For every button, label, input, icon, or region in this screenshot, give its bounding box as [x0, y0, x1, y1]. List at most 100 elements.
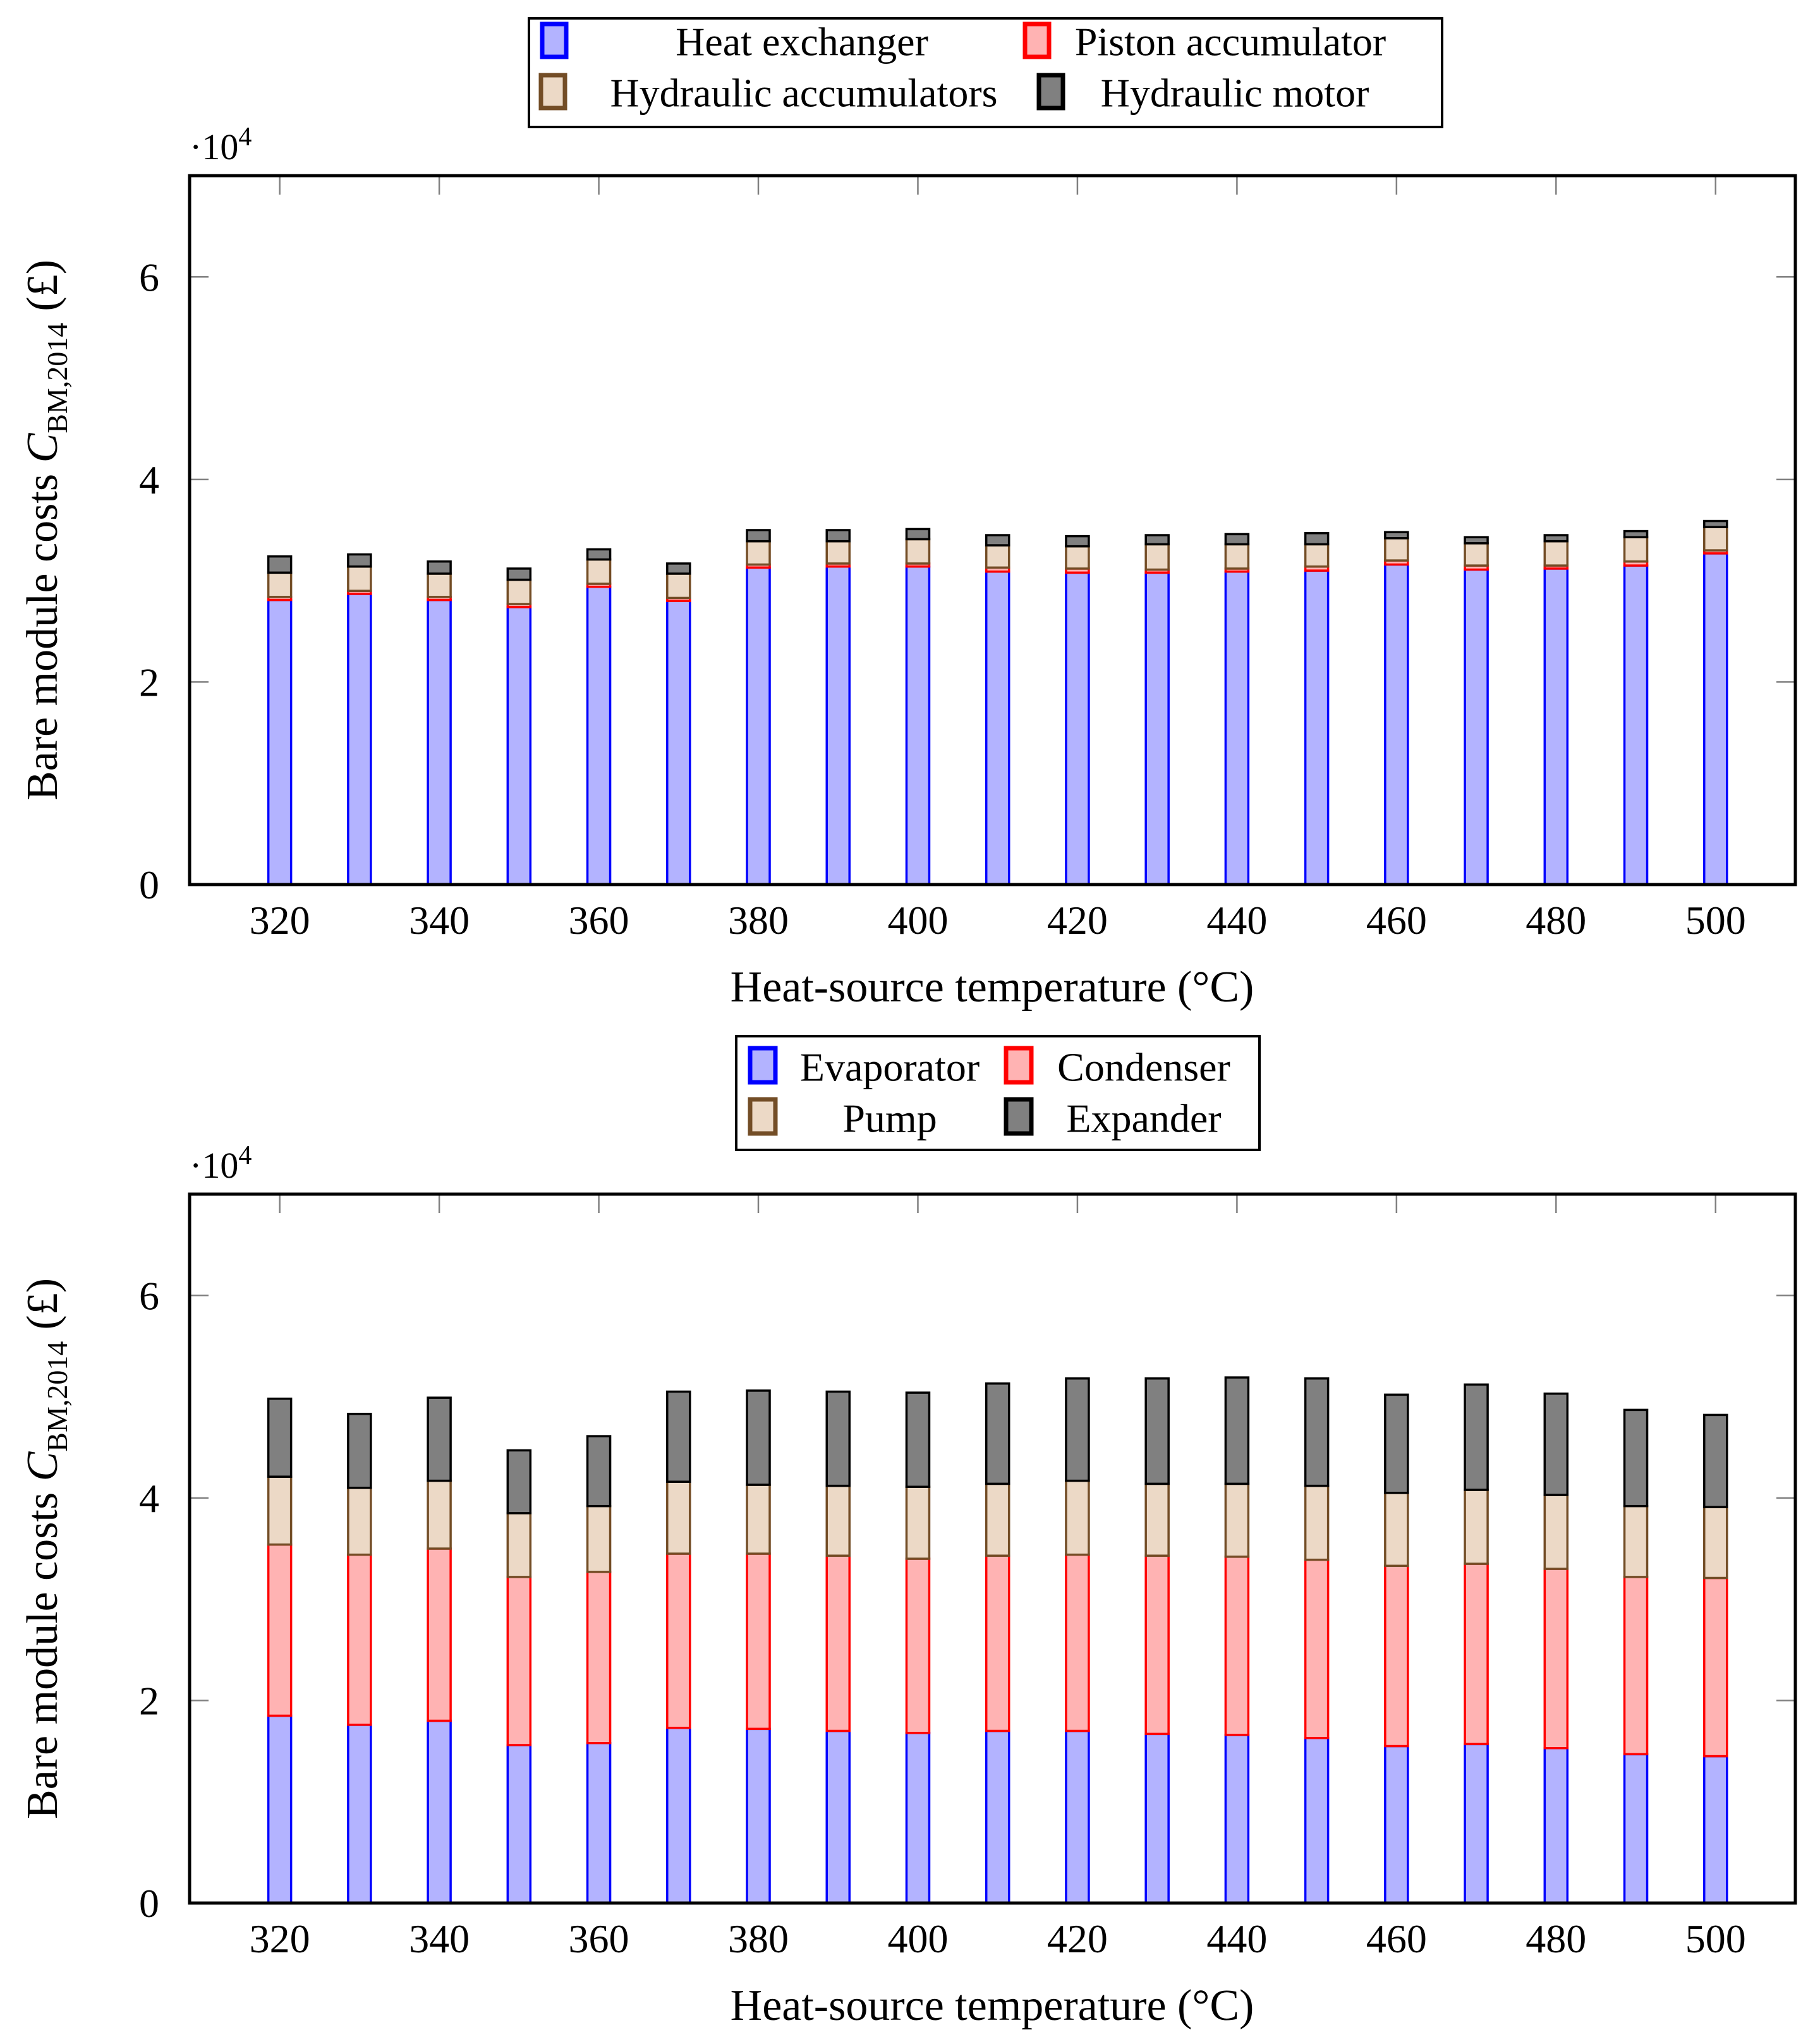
bar-segment-expander	[1384, 1393, 1409, 1494]
bar-segment-heat-exchanger	[905, 565, 931, 886]
bar-segment-pump	[985, 1482, 1010, 1557]
bar-segment-evaporator	[1304, 1736, 1330, 1904]
legend-label-pump: Pump	[842, 1096, 937, 1141]
plot-frame	[188, 1192, 1797, 1905]
y-tick-label: 2	[139, 660, 159, 704]
x-axis-title: Heat-source temperature (°C)	[731, 963, 1254, 1012]
bar-segment-evaporator	[267, 1714, 293, 1904]
y-tick-label: 0	[139, 1881, 159, 1926]
bar-segment-condenser	[506, 1576, 532, 1746]
bar-segment-heat-exchanger	[1304, 569, 1330, 886]
bar-segment-pump	[1065, 1479, 1090, 1556]
bar-segment-evaporator	[586, 1741, 612, 1904]
bar-segment-condenser	[1224, 1556, 1250, 1736]
legend-box	[528, 17, 1443, 128]
bar-segment-hydraulic-accumulators	[1144, 543, 1170, 571]
legend-label-evaporator: Evaporator	[800, 1045, 980, 1090]
bar-segment-expander	[1224, 1376, 1250, 1485]
bar-segment-pump	[746, 1484, 771, 1555]
bar-segment-evaporator	[1464, 1743, 1489, 1904]
bar-segment-hydraulic-motor	[1144, 534, 1170, 546]
bar-segment-heat-exchanger	[1144, 571, 1170, 886]
bar-segment-pump	[1144, 1482, 1170, 1557]
bar-segment-expander	[427, 1396, 452, 1482]
bar-segment-condenser	[347, 1553, 372, 1726]
bar-segment-condenser	[1144, 1554, 1170, 1736]
bar-segment-expander	[666, 1390, 691, 1483]
x-tick-label: 340	[409, 898, 470, 943]
bar-segment-evaporator	[1384, 1744, 1409, 1904]
bar-segment-evaporator	[1224, 1734, 1250, 1904]
bar-segment-hydraulic-motor	[1543, 534, 1569, 543]
x-tick-label: 320	[250, 1916, 310, 1961]
x-tick-label: 380	[728, 898, 789, 943]
bar-segment-condenser	[427, 1547, 452, 1722]
bar-segment-hydraulic-accumulators	[985, 544, 1010, 569]
legend-swatch-hydraulic-accumulators	[538, 73, 567, 111]
legend-label-condenser: Condenser	[1057, 1045, 1230, 1090]
bar-segment-pump	[347, 1487, 372, 1556]
bar-segment-expander	[825, 1390, 851, 1487]
bar-segment-pump	[905, 1485, 931, 1560]
tick-labels: 320 340 360 380 400 420 440 460 480 500 0 2 4 6	[139, 255, 1746, 943]
bar-segment-hydraulic-motor	[825, 529, 851, 543]
bar-segment-expander	[267, 1398, 293, 1478]
bar-segment-heat-exchanger	[506, 606, 532, 886]
bar-segment-hydraulic-accumulators	[586, 558, 612, 585]
bar-segment-heat-exchanger	[1384, 563, 1409, 886]
x-tick-label: 360	[569, 1916, 629, 1961]
y-tick-label: 2	[139, 1678, 159, 1723]
y-tick-label: 4	[139, 457, 159, 502]
bar-segment-hydraulic-accumulators	[347, 565, 372, 592]
bar-segment-pump	[666, 1480, 691, 1555]
bar-segment-evaporator	[506, 1744, 532, 1904]
bar-segment-expander	[1304, 1377, 1330, 1487]
bar-segment-hydraulic-accumulators	[427, 572, 452, 598]
bar-segment-expander	[1623, 1408, 1649, 1508]
bar-segment-heat-exchanger	[1543, 567, 1569, 886]
bar-segment-pump	[1304, 1484, 1330, 1561]
x-tick-label: 440	[1206, 1916, 1267, 1961]
bar-segment-condenser	[1065, 1553, 1090, 1732]
bar-segment-condenser	[1703, 1576, 1728, 1758]
legend-label-heat-exchanger: Heat exchanger	[676, 20, 928, 64]
legend-swatch-expander	[1004, 1097, 1034, 1136]
bar-segment-hydraulic-accumulators	[1703, 526, 1728, 552]
bar-segment-expander	[1543, 1393, 1569, 1496]
bar-segment-hydraulic-accumulators	[1464, 542, 1489, 567]
bar-segment-evaporator	[1144, 1732, 1170, 1904]
legend: Evaporator Condenser Pump Expander	[735, 1035, 1261, 1151]
bar-segment-evaporator	[666, 1726, 691, 1904]
bar-segment-evaporator	[347, 1724, 372, 1904]
bar-segment-pump	[506, 1512, 532, 1578]
legend-swatch-pump	[748, 1097, 778, 1136]
y-tick-label: 4	[139, 1476, 159, 1521]
bar-segment-expander	[1703, 1413, 1728, 1509]
bar-segment-expander	[985, 1382, 1010, 1485]
bar-segment-expander	[1065, 1377, 1090, 1482]
legend-label-hydraulic-accumulators: Hydraulic accumulators	[610, 71, 997, 116]
bar-segment-pump	[1623, 1504, 1649, 1578]
x-tick-label: 440	[1206, 898, 1267, 943]
legend-swatch-evaporator	[748, 1046, 778, 1085]
bar-segment-evaporator	[1623, 1753, 1649, 1904]
y-axis-title: Bare module costs CBM,2014(£)	[18, 1278, 73, 1819]
bar-segment-hydraulic-motor	[267, 555, 293, 574]
bar-segment-condenser	[1384, 1564, 1409, 1748]
bar-segment-evaporator	[1065, 1729, 1090, 1904]
tick-labels: 320 340 360 380 400 420 440 460 480 500 0 2 4 6	[139, 1273, 1746, 1961]
bar-segment-condenser	[267, 1543, 293, 1717]
bar-segment-heat-exchanger	[1065, 571, 1090, 886]
bar-segment-hydraulic-accumulators	[506, 578, 532, 605]
bar-segment-hydraulic-accumulators	[825, 540, 851, 565]
bar-segment-hydraulic-accumulators	[1623, 536, 1649, 563]
bar-segment-hydraulic-accumulators	[267, 571, 293, 598]
bar-segment-hydraulic-motor	[1224, 533, 1250, 546]
bar-segment-condenser	[1304, 1558, 1330, 1739]
bar-segment-pump	[1384, 1492, 1409, 1567]
bar-segment-pump	[427, 1479, 452, 1550]
bar-segment-heat-exchanger	[1623, 564, 1649, 886]
bar-segment-hydraulic-motor	[985, 534, 1010, 547]
bar-segment-heat-exchanger	[347, 593, 372, 886]
